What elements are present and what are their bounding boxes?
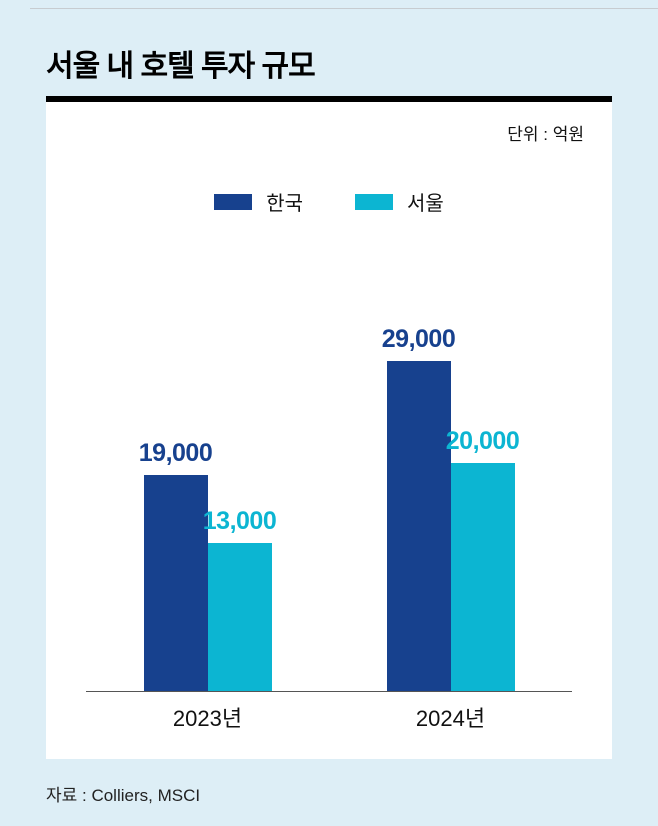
bar	[450, 463, 515, 691]
legend-swatch-icon	[214, 193, 253, 210]
legend: 한국 서울	[74, 187, 584, 216]
legend-item: 한국	[214, 187, 303, 216]
bar-value-label: 20,000	[445, 427, 520, 455]
bar-group: 29,000 20,000	[341, 325, 561, 691]
bar-column: 13,000	[203, 507, 277, 691]
page: 서울 내 호텔 투자 규모 단위 : 억원 한국 서울 19,000 13,000 2…	[30, 8, 658, 805]
unit-label: 단위 : 억원	[507, 125, 584, 144]
legend-label: 한국	[266, 193, 303, 215]
bar	[207, 543, 272, 691]
bar-column: 20,000	[446, 427, 520, 691]
top-divider	[30, 8, 658, 9]
bar-value-label: 19,000	[138, 439, 213, 467]
bar	[386, 361, 451, 691]
bar-groups: 19,000 13,000 29,000 20,000	[86, 242, 572, 692]
bar	[143, 475, 208, 691]
legend-swatch-icon	[355, 193, 393, 210]
chart-title: 서울 내 호텔 투자 규모	[46, 50, 316, 83]
bar-group: 19,000 13,000	[98, 439, 318, 691]
title-rule	[46, 96, 612, 102]
bar-column: 19,000	[139, 439, 213, 691]
chart-card: 단위 : 억원 한국 서울 19,000 13,000 29,000 20,000 20…	[46, 102, 612, 759]
legend-item: 서울	[355, 187, 444, 216]
plot-area: 19,000 13,000 29,000 20,000 2023년 2024년	[74, 242, 584, 733]
source-text: 자료 : Colliers, MSCI	[46, 786, 201, 805]
legend-label: 서울	[407, 193, 444, 215]
bar-column: 29,000	[382, 325, 456, 691]
bar-value-label: 29,000	[381, 325, 456, 353]
category-label: 2023년	[172, 706, 243, 731]
category-labels: 2023년 2024년	[86, 692, 572, 733]
bar-value-label: 13,000	[202, 507, 277, 535]
category-label: 2024년	[415, 706, 486, 731]
